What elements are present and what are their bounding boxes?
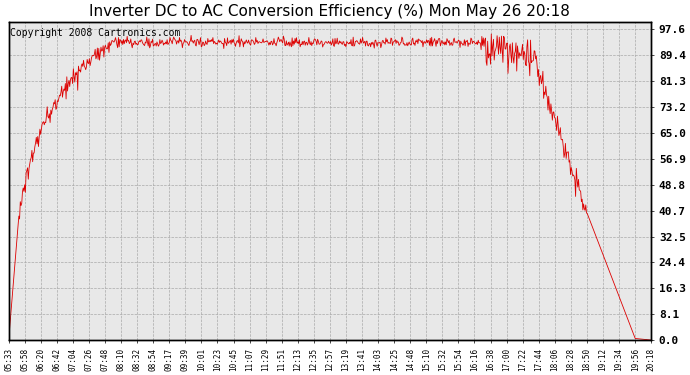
Text: Copyright 2008 Cartronics.com: Copyright 2008 Cartronics.com — [10, 28, 180, 38]
Title: Inverter DC to AC Conversion Efficiency (%) Mon May 26 20:18: Inverter DC to AC Conversion Efficiency … — [90, 4, 571, 19]
